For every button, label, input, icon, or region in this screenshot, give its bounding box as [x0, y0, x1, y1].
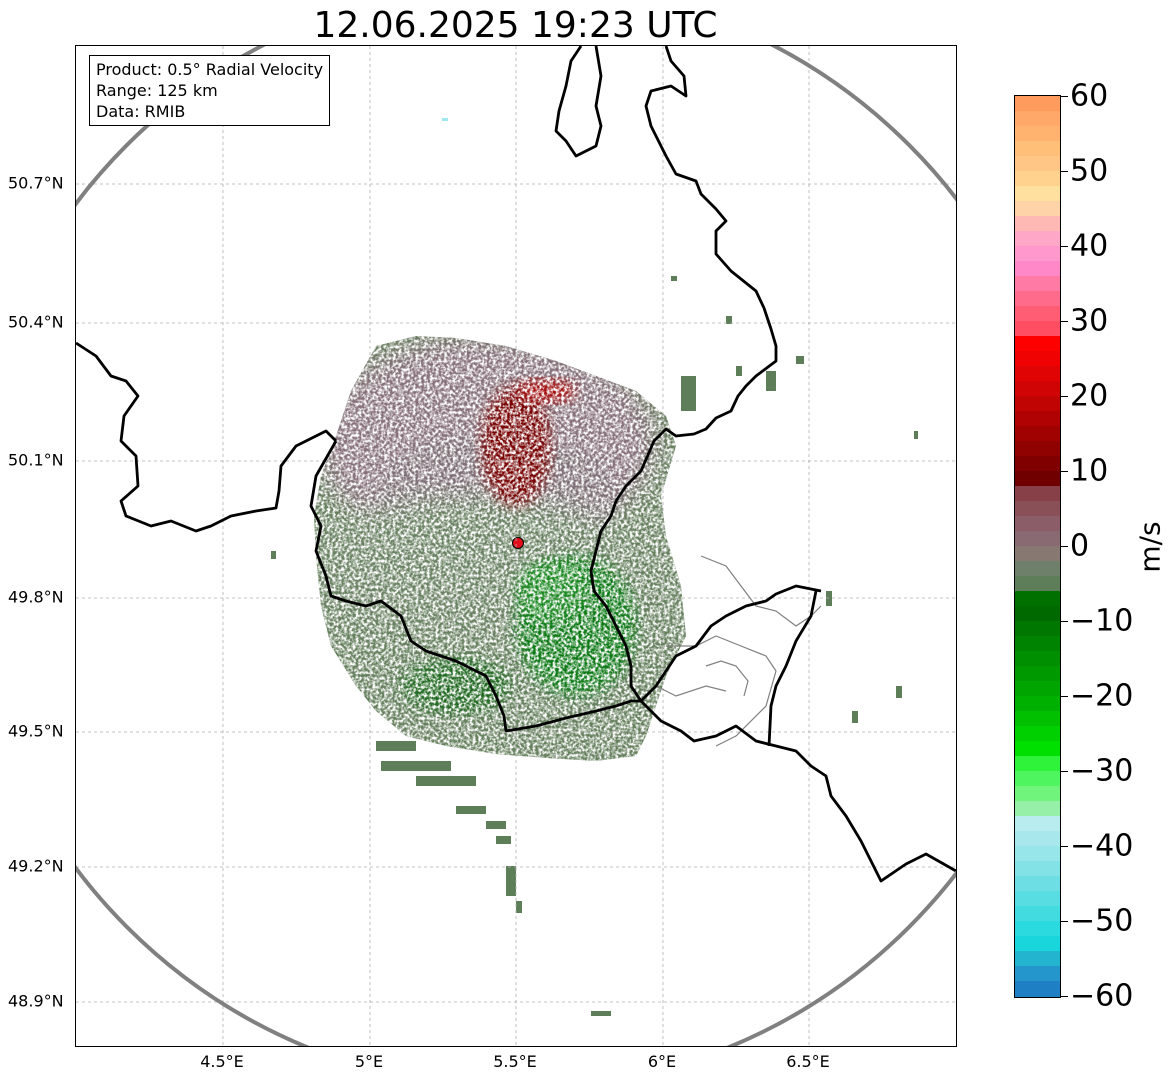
radar-map-canvas	[76, 46, 956, 1046]
data-source-label: Data: RMIB	[96, 102, 186, 121]
lon-tick-label: 5.5°E	[493, 1052, 537, 1071]
colorbar-tick-label: 60	[1070, 78, 1109, 114]
lon-tick-label: 6.5°E	[786, 1052, 830, 1071]
colorbar-tick-label: −40	[1070, 828, 1134, 864]
colorbar-tick-label: −50	[1070, 903, 1134, 939]
lon-tick-label: 5°E	[354, 1052, 384, 1071]
velocity-colorbar	[1014, 95, 1061, 998]
colorbar-unit-label: m/s	[1133, 521, 1167, 573]
colorbar-tick-label: 40	[1070, 228, 1109, 264]
colorbar-tick-label: 0	[1070, 528, 1090, 564]
colorbar-tick	[1060, 321, 1068, 322]
lat-tick-label: 50.4°N	[8, 312, 64, 332]
colorbar-tick	[1060, 846, 1068, 847]
colorbar-tick	[1060, 621, 1068, 622]
colorbar-tick-label: 50	[1070, 153, 1109, 189]
colorbar-tick	[1060, 996, 1068, 997]
colorbar-tick	[1060, 396, 1068, 397]
lat-tick-label: 49.2°N	[8, 856, 64, 876]
chart-title: 12.06.2025 19:23 UTC	[313, 5, 718, 46]
colorbar-tick	[1060, 471, 1068, 472]
lon-tick-label: 6°E	[647, 1052, 677, 1071]
country-borders	[76, 46, 956, 883]
radar-site-marker	[512, 537, 524, 549]
colorbar-strip	[1015, 96, 1060, 997]
product-label: Product: 0.5° Radial Velocity	[96, 60, 324, 79]
colorbar-tick-label: −10	[1070, 603, 1134, 639]
colorbar-tick-label: −60	[1070, 978, 1134, 1014]
colorbar-tick	[1060, 921, 1068, 922]
colorbar-tick	[1060, 171, 1068, 172]
province-boundaries	[655, 555, 822, 747]
lat-tick-label: 50.1°N	[8, 450, 64, 470]
lat-tick-label: 48.9°N	[8, 991, 64, 1011]
radar-map[interactable]	[75, 45, 957, 1047]
colorbar-tick-label: 20	[1070, 378, 1109, 414]
colorbar-tick	[1060, 696, 1068, 697]
colorbar-tick-label: −20	[1070, 678, 1134, 714]
colorbar-tick-label: 30	[1070, 303, 1109, 339]
colorbar-tick	[1060, 246, 1068, 247]
colorbar-tick-label: −30	[1070, 753, 1134, 789]
lat-tick-label: 50.7°N	[8, 173, 64, 193]
colorbar-tick-label: 10	[1070, 453, 1109, 489]
range-label: Range: 125 km	[96, 81, 218, 100]
colorbar-tick	[1060, 96, 1068, 97]
lat-tick-label: 49.5°N	[8, 721, 64, 741]
colorbar-tick	[1060, 546, 1068, 547]
colorbar-tick	[1060, 771, 1068, 772]
lon-tick-label: 4.5°E	[200, 1052, 244, 1071]
product-info-box: Product: 0.5° Radial Velocity Range: 125…	[89, 55, 331, 126]
echo-field	[271, 118, 918, 1016]
lat-tick-label: 49.8°N	[8, 587, 64, 607]
